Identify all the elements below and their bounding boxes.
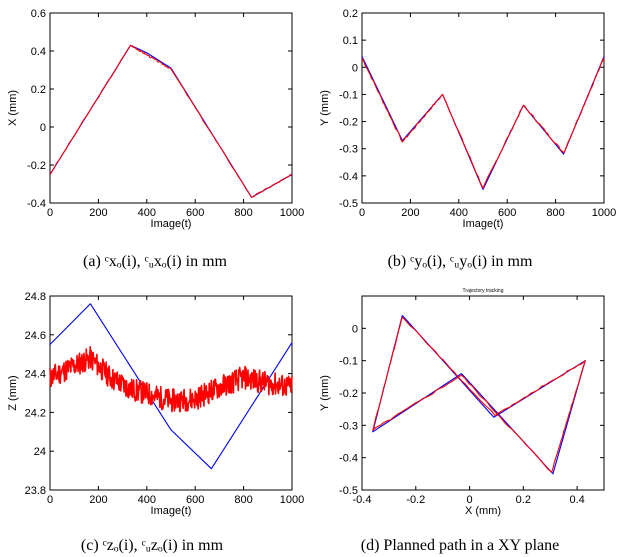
y-tick-label-b-4: -0.1 — [339, 89, 358, 101]
plot-frame-b — [361, 12, 605, 204]
y-tick-label-b-1: -0.4 — [339, 171, 358, 183]
y-tick-label-d-2: -0.3 — [339, 420, 358, 432]
x-tick-label-a-4: 800 — [234, 207, 252, 219]
x-tick-label-a-3: 600 — [186, 207, 204, 219]
y-tick-label-b-2: -0.3 — [339, 144, 358, 156]
x-tick-label-c-5: 1000 — [280, 494, 304, 506]
series-line-b-0 — [361, 56, 605, 190]
series-line-d-0 — [372, 315, 586, 475]
y-tick-label-d-4: -0.1 — [339, 356, 358, 368]
plot-frame-a — [49, 12, 293, 204]
series-line-c-0 — [49, 303, 293, 470]
x-axis-label-c: Image(t) — [151, 505, 192, 517]
caption-a: (a) ᶜxₒ(i), ᶜᵤxₒ(i) in mm — [83, 253, 228, 270]
plot-frame-d — [361, 295, 605, 491]
x-tick-label-d-2: 0 — [466, 494, 472, 506]
chart-title-d: Trajectory tracking — [463, 288, 504, 294]
y-tick-label-a-4: 0.4 — [31, 46, 46, 58]
y-axis-label-a: X (mm) — [7, 90, 19, 126]
x-tick-label-b-2: 400 — [450, 207, 468, 219]
chart-c: 0 200 400 600 800 1000 23.8 24 24.2 24.4 24.6 24.8 I… — [7, 291, 304, 517]
y-tick-label-a-1: -0.2 — [27, 160, 46, 172]
x-tick-label-c-0: 0 — [47, 494, 53, 506]
x-tick-label-a-5: 1000 — [280, 207, 304, 219]
chart-a: 0 200 400 600 800 1000 -0.4 -0.2 0 0.2 0.4 0.6 Image… — [7, 8, 304, 230]
x-tick-label-b-5: 1000 — [592, 207, 616, 219]
y-tick-label-c-2: 24.2 — [25, 407, 46, 419]
x-tick-label-b-0: 0 — [359, 207, 365, 219]
y-tick-label-d-3: -0.2 — [339, 388, 358, 400]
plot-frame-c — [49, 295, 293, 491]
series-line-c-1 — [49, 345, 293, 413]
y-axis-label-c: Z (mm) — [7, 375, 19, 410]
y-tick-label-b-0: -0.5 — [339, 198, 358, 210]
caption-c: (c) ᶜzₒ(i), ᶜᵤzₒ(i) in mm — [81, 537, 224, 554]
x-tick-label-c-2: 400 — [138, 494, 156, 506]
x-axis-label-b: Image(t) — [463, 218, 504, 230]
series-line-a-1 — [49, 44, 293, 198]
y-tick-label-c-5: 24.8 — [25, 291, 46, 303]
x-tick-label-b-4: 800 — [546, 207, 564, 219]
x-tick-label-d-4: 0.4 — [569, 494, 584, 506]
y-tick-label-b-3: -0.2 — [339, 117, 358, 129]
y-tick-label-a-2: 0 — [40, 122, 46, 134]
x-tick-label-d-3: 0.2 — [516, 494, 531, 506]
x-tick-label-a-1: 200 — [89, 207, 107, 219]
y-axis-label-b: Y (mm) — [319, 90, 331, 126]
chart-d: -0.4 -0.2 0 0.2 0.4-0.5-0.4-0.3-0.2-0.10X (m… — [319, 288, 605, 517]
x-axis-label-a: Image(t) — [151, 218, 192, 230]
x-tick-label-a-2: 400 — [138, 207, 156, 219]
x-tick-label-b-3: 600 — [498, 207, 516, 219]
y-tick-label-c-1: 24 — [34, 446, 46, 458]
y-tick-label-b-7: 0.2 — [343, 8, 358, 20]
x-tick-label-c-4: 800 — [234, 494, 252, 506]
x-tick-label-d-1: -0.2 — [406, 494, 425, 506]
y-tick-label-c-0: 23.8 — [25, 485, 46, 497]
chart-b: 0 200 400 600 800 1000 -0.5 -0.4 -0.3 -0.2 -0.1 0 0.… — [319, 8, 616, 230]
x-tick-label-d-0: -0.4 — [353, 494, 372, 506]
series-line-d-1 — [372, 316, 586, 473]
y-tick-label-a-3: 0.2 — [31, 84, 46, 96]
y-axis-label-d: Y (mm) — [319, 375, 331, 411]
y-tick-label-d-1: -0.4 — [339, 453, 358, 465]
y-tick-label-b-6: 0.1 — [343, 35, 358, 47]
y-tick-label-c-4: 24.6 — [25, 330, 46, 342]
y-tick-label-d-0: -0.5 — [339, 485, 358, 497]
x-tick-label-a-0: 0 — [47, 207, 53, 219]
x-tick-label-b-1: 200 — [401, 207, 419, 219]
x-axis-label-d: X (mm) — [465, 505, 501, 517]
y-tick-label-a-5: 0.6 — [31, 8, 46, 20]
y-tick-label-d-5: 0 — [352, 323, 358, 335]
x-tick-label-c-3: 600 — [186, 494, 204, 506]
caption-b: (b) ᶜyₒ(i), ᶜᵤyₒ(i) in mm — [388, 253, 533, 270]
series-line-b-1 — [361, 57, 605, 189]
caption-d: (d) Planned path in a XY plane — [361, 537, 559, 554]
y-tick-label-c-3: 24.4 — [25, 369, 46, 381]
x-tick-label-c-1: 200 — [89, 494, 107, 506]
y-tick-label-a-0: -0.4 — [27, 198, 46, 210]
y-tick-label-b-5: 0 — [352, 62, 358, 74]
